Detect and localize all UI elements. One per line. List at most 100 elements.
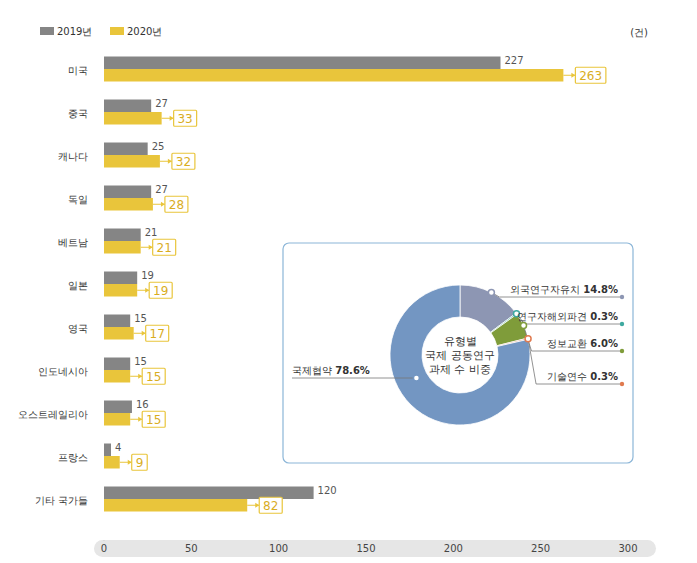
category-label: 베트남 <box>58 237 88 248</box>
category-label: 중국 <box>68 108 88 119</box>
x-tick-label: 50 <box>185 543 198 554</box>
data-label: 227 <box>504 55 523 66</box>
bar <box>104 272 137 285</box>
bar <box>104 315 130 328</box>
slices <box>390 285 530 425</box>
bar <box>104 370 130 383</box>
slice-label: 연구자해외파견 0.3% <box>517 311 618 322</box>
slice-category: 외국연구자유치 <box>510 284 583 295</box>
label-box <box>153 239 176 255</box>
bar <box>104 358 130 371</box>
pie-title-line: 유형별 <box>444 335 477 347</box>
leader-end <box>620 382 624 386</box>
chart-root: 2019년2020년(건)050100150200250300미국중국캐나다독일… <box>0 0 697 563</box>
legend-swatch <box>40 27 54 35</box>
category-label: 일본 <box>68 280 88 291</box>
x-tick-label: 200 <box>444 543 463 554</box>
data-label: 25 <box>152 141 165 152</box>
x-tick <box>191 540 192 541</box>
x-tick-label: 300 <box>618 543 637 554</box>
slice-value: 78.6% <box>335 365 370 376</box>
data-label: 17 <box>150 327 165 341</box>
category-label: 오스트레일리아 <box>18 409 88 420</box>
bar <box>104 284 137 297</box>
label-box <box>149 282 172 298</box>
slice-value: 0.3% <box>590 371 618 382</box>
leader-line <box>524 326 622 351</box>
data-label: 15 <box>134 356 147 367</box>
x-tick-label: 150 <box>356 543 375 554</box>
data-label: 21 <box>157 241 172 255</box>
slice-label: 기술연수 0.3% <box>547 371 618 382</box>
label-box <box>575 67 606 83</box>
data-label: 19 <box>141 270 154 281</box>
slice-value: 0.3% <box>590 311 618 322</box>
x-tick <box>366 540 367 541</box>
bar <box>104 198 153 211</box>
category-label: 기타 국가들 <box>35 495 88 506</box>
x-tick-label: 0 <box>101 543 107 554</box>
data-label: 27 <box>155 98 168 109</box>
x-tick <box>104 540 105 541</box>
pie-title: 유형별국제 공동연구과제 수 비중 <box>425 335 494 375</box>
label-box <box>146 325 169 341</box>
inset-frame <box>283 243 633 463</box>
category-label: 영국 <box>68 323 88 334</box>
leader-end <box>620 322 624 326</box>
bar <box>104 413 130 426</box>
leader-dot <box>525 336 531 342</box>
bar <box>104 444 111 457</box>
leader-end <box>620 349 624 353</box>
x-tick <box>628 540 629 541</box>
slice-label: 국제협약 78.6% <box>292 365 370 376</box>
label-box <box>142 368 165 384</box>
bar <box>104 155 160 168</box>
bar <box>104 456 120 469</box>
category-label: 인도네시아 <box>38 366 88 377</box>
x-tick-label: 100 <box>269 543 288 554</box>
data-label: 28 <box>169 198 184 212</box>
bar <box>104 143 148 156</box>
data-label: 9 <box>136 456 144 470</box>
bar <box>104 100 151 113</box>
bar <box>104 401 132 414</box>
data-label: 32 <box>176 155 191 169</box>
leader-dot <box>488 289 494 295</box>
slice-category: 정보교환 <box>547 338 590 349</box>
data-label: 15 <box>146 370 161 384</box>
data-label: 120 <box>318 485 337 496</box>
legend-label: 2019년 <box>57 26 92 37</box>
leader-end <box>620 295 624 299</box>
label-box <box>165 196 188 212</box>
slice <box>390 285 530 425</box>
bar <box>104 499 247 512</box>
data-label: 15 <box>134 313 147 324</box>
pie-title-line: 국제 공동연구 <box>425 349 494 361</box>
bar <box>104 241 141 254</box>
data-label: 16 <box>136 399 149 410</box>
bar <box>104 69 563 82</box>
legend-swatch <box>110 27 124 35</box>
bar <box>104 229 141 242</box>
label-box <box>259 497 282 513</box>
category-label: 미국 <box>68 65 88 76</box>
data-label: 19 <box>153 284 168 298</box>
x-tick <box>278 540 279 541</box>
data-label: 15 <box>146 413 161 427</box>
bar <box>104 186 151 199</box>
slice-value: 6.0% <box>590 338 618 349</box>
x-tick <box>453 540 454 541</box>
slice-labels: 외국연구자유치 14.8%연구자해외파견 0.3%정보교환 6.0%기술연수 0… <box>292 284 624 386</box>
data-label: 21 <box>145 227 158 238</box>
bar <box>104 327 134 340</box>
label-box <box>174 110 197 126</box>
data-label: 263 <box>579 69 602 83</box>
data-label: 82 <box>263 499 278 513</box>
data-label: 4 <box>115 442 121 453</box>
x-tick-label: 250 <box>531 543 550 554</box>
category-label: 독일 <box>68 194 88 205</box>
bar <box>104 112 162 125</box>
label-box <box>132 454 148 470</box>
label-box <box>142 411 165 427</box>
axis-rail <box>94 540 656 557</box>
